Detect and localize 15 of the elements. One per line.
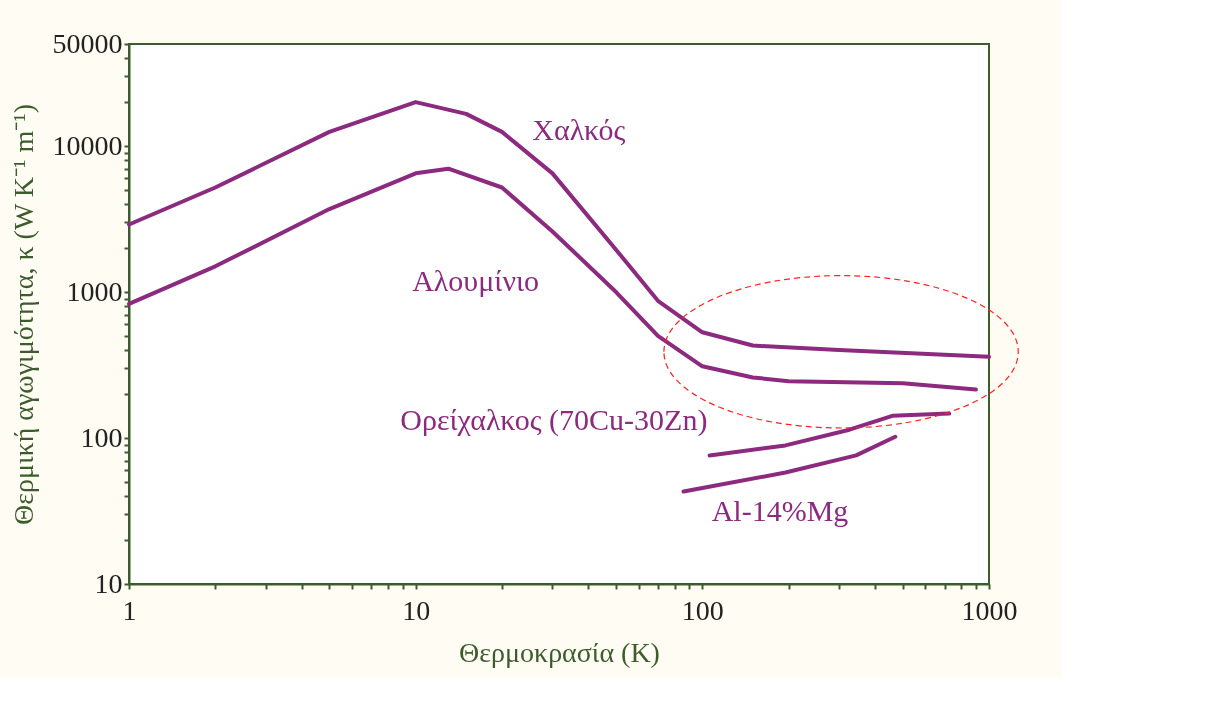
y-tick-label: 10000 — [52, 129, 123, 161]
series-label: Αλουμίνιο — [412, 264, 540, 298]
y-tick-label: 10 — [94, 567, 123, 599]
y-tick-label: 1000 — [66, 275, 123, 307]
x-tick-label: 10 — [402, 594, 431, 626]
y-axis-title: Θερμική αγωγιμότητα, κ (W K⁻¹ m⁻¹) — [7, 104, 39, 525]
x-axis-title: Θερμοκρασία (K) — [459, 636, 660, 668]
series-label: Χαλκός — [532, 113, 626, 147]
x-tick-label: 1000 — [961, 594, 1018, 626]
y-tick-label: 100 — [80, 421, 123, 453]
x-tick-label: 100 — [681, 594, 724, 626]
series-label: Al-14%Mg — [711, 494, 849, 528]
y-tick-label: 50000 — [52, 27, 123, 59]
series-label: Ορείχαλκος (70Cu-30Zn) — [400, 402, 708, 437]
x-tick-label: 1 — [122, 594, 137, 626]
